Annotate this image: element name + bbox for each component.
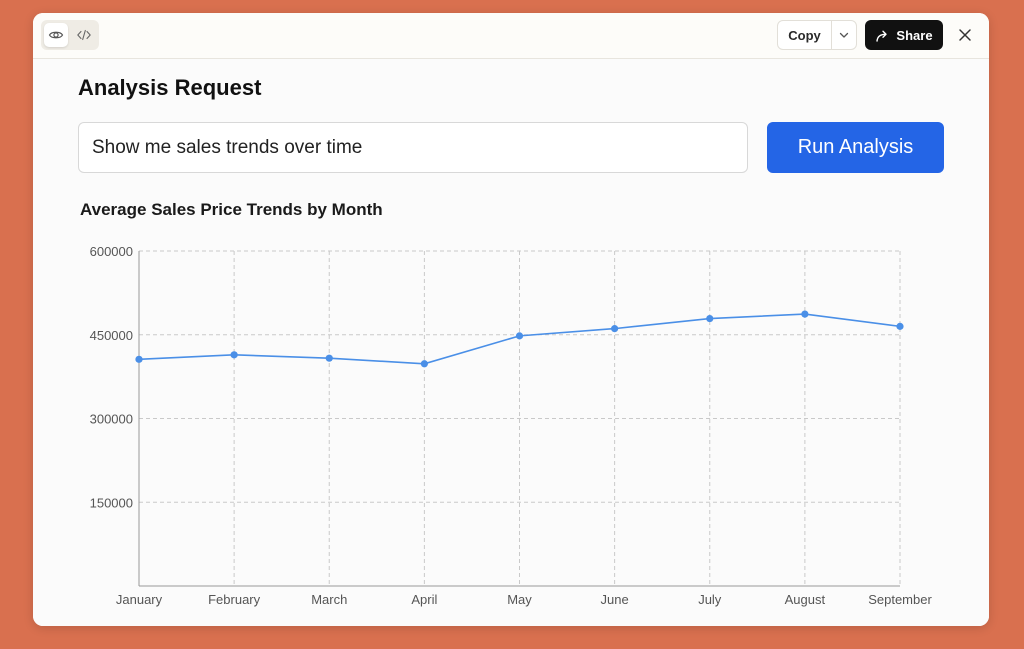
share-arrow-icon <box>876 30 888 42</box>
data-point <box>135 355 143 363</box>
content-area: Analysis Request Run Analysis Average Sa… <box>33 59 989 626</box>
share-button[interactable]: Share <box>865 20 943 50</box>
page-title: Analysis Request <box>78 75 262 100</box>
data-point <box>325 354 333 362</box>
data-point <box>611 325 619 333</box>
data-point <box>706 314 714 323</box>
code-icon <box>77 29 91 41</box>
eye-icon <box>48 31 64 39</box>
x-tick-label: January <box>116 592 163 607</box>
close-button[interactable] <box>955 25 975 45</box>
x-tick-label: September <box>868 592 932 607</box>
code-toggle-button[interactable] <box>72 23 96 47</box>
chart-title: Average Sales Price Trends by Month <box>80 200 383 219</box>
y-tick-label: 450000 <box>90 328 133 343</box>
x-tick-label: April <box>411 592 437 607</box>
analysis-query-input[interactable] <box>78 122 748 173</box>
y-tick-label: 300000 <box>90 412 133 427</box>
data-point <box>515 332 524 340</box>
data-point <box>896 322 904 330</box>
chevron-down-icon <box>839 32 849 38</box>
copy-button[interactable]: Copy <box>788 27 821 43</box>
x-tick-label: February <box>208 592 261 607</box>
view-toggle <box>41 20 99 50</box>
copy-options-button[interactable] <box>832 21 856 49</box>
artifact-window: Copy Share Analysis Request Run Analysis… <box>33 13 989 626</box>
toolbar: Copy Share <box>33 13 989 59</box>
copy-divider <box>831 21 832 49</box>
line-chart: 150000 300000 450000 600000 January February M… <box>90 244 933 607</box>
x-tick-label: June <box>601 592 629 607</box>
data-point <box>801 310 809 318</box>
share-button-label: Share <box>896 27 933 43</box>
x-tick-label: July <box>698 592 722 607</box>
x-tick-label: August <box>785 592 826 607</box>
x-tick-label: March <box>311 592 347 607</box>
x-tick-label: May <box>507 592 532 607</box>
close-icon <box>959 29 971 41</box>
preview-toggle-button[interactable] <box>44 23 68 47</box>
copy-button-group: Copy <box>777 20 857 50</box>
run-analysis-button[interactable]: Run Analysis <box>767 122 944 173</box>
y-tick-label: 150000 <box>90 495 133 510</box>
data-point <box>420 360 428 368</box>
y-tick-label: 600000 <box>90 244 133 259</box>
data-point <box>230 351 238 359</box>
